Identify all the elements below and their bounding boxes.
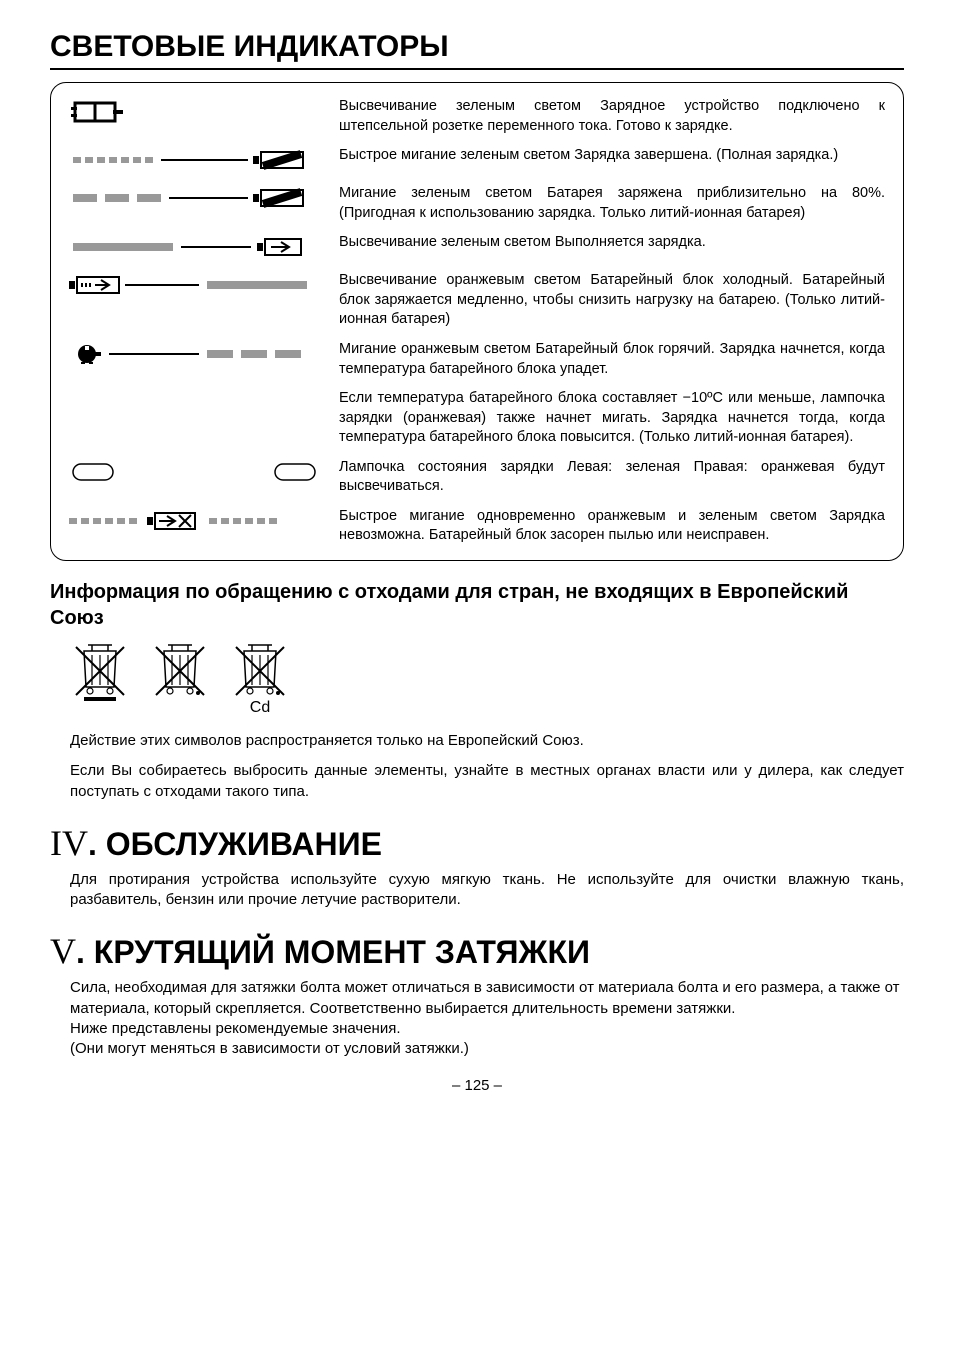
indicator-text: Мигание оранжевым светом Батарейный блок…: [339, 340, 885, 379]
indicator-text: Высвечивание зеленым светом Зарядное уст…: [339, 97, 885, 136]
waste-heading: Информация по обращению с отходами для с…: [50, 579, 904, 631]
solid-green-icon: [69, 233, 339, 261]
plug-icon: [69, 97, 339, 127]
indicator-row: Высвечивание зеленым светом Зарядное уст…: [69, 97, 885, 136]
blink-green-icon: [69, 184, 339, 212]
section-4-label: ОБСЛУЖИВАНИЕ: [106, 826, 382, 862]
indicator-row: Мигание зеленым светом Батарея заряжена …: [69, 184, 885, 223]
roman-numeral: IV: [50, 823, 88, 863]
indicator-text: Быстрое мигание одновременно оранжевым и…: [339, 507, 885, 546]
indicator-row: Лампочка состояния зарядки Левая: зелена…: [69, 458, 885, 497]
indicator-row: Если температура батарейного блока соста…: [69, 389, 885, 448]
indicator-text: Если температура батарейного блока соста…: [339, 389, 885, 448]
indicator-text: Высвечивание зеленым светом Выполняется …: [339, 233, 885, 253]
fast-blink-green-icon: [69, 146, 339, 174]
page-title: СВЕТОВЫЕ ИНДИКАТОРЫ: [50, 30, 904, 70]
status-lamps-icon: [69, 458, 339, 486]
solid-orange-cold-icon: [69, 271, 339, 299]
weee-bin-cd-icon: Cd: [230, 641, 290, 717]
indicator-table: Высвечивание зеленым светом Зарядное уст…: [50, 82, 904, 561]
weee-bin-icon: [150, 641, 210, 717]
waste-para-2: Если Вы собираетесь выбросить данные эле…: [50, 761, 904, 802]
roman-numeral: V: [50, 931, 76, 971]
indicator-row: Мигание оранжевым светом Батарейный блок…: [69, 340, 885, 379]
indicator-row: Быстрое мигание одновременно оранжевым и…: [69, 507, 885, 546]
section-5-text: Сила, необходимая для затяжки болта може…: [50, 978, 904, 1059]
error-blink-icon: [69, 507, 339, 535]
empty-icon: [69, 389, 339, 417]
section-5-title: V. КРУТЯЩИЙ МОМЕНТ ЗАТЯЖКИ: [50, 930, 904, 972]
indicator-text: Высвечивание оранжевым светом Батарейный…: [339, 271, 885, 330]
weee-bin-icon: [70, 641, 130, 717]
section-5-label: КРУТЯЩИЙ МОМЕНТ ЗАТЯЖКИ: [94, 934, 590, 970]
indicator-row: Высвечивание зеленым светом Выполняется …: [69, 233, 885, 261]
blink-orange-hot-icon: [69, 340, 339, 368]
indicator-text: Быстрое мигание зеленым светом Зарядка з…: [339, 146, 885, 166]
section-4-text: Для протирания устройства используйте су…: [50, 870, 904, 911]
waste-icons-row: Cd: [70, 641, 904, 717]
cd-label: Cd: [250, 699, 270, 717]
indicator-row: Быстрое мигание зеленым светом Зарядка з…: [69, 146, 885, 174]
indicator-row: Высвечивание оранжевым светом Батарейный…: [69, 271, 885, 330]
indicator-text: Лампочка состояния зарядки Левая: зелена…: [339, 458, 885, 497]
section-4-title: IV. ОБСЛУЖИВАНИЕ: [50, 822, 904, 864]
indicator-text: Мигание зеленым светом Батарея заряжена …: [339, 184, 885, 223]
page-number: – 125 –: [50, 1077, 904, 1094]
waste-para-1: Действие этих символов распространяется …: [50, 731, 904, 751]
